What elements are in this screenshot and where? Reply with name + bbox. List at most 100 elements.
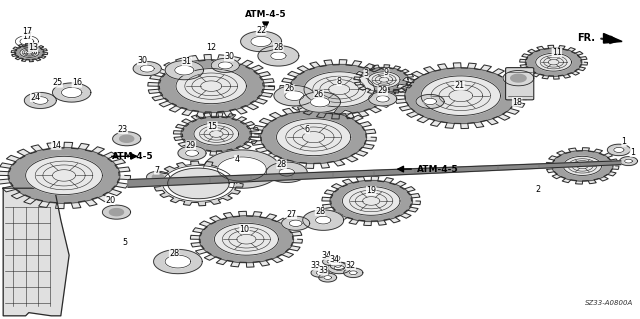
Text: 29: 29 [378, 86, 388, 95]
Text: 32: 32 [346, 261, 356, 270]
Polygon shape [342, 187, 400, 215]
Polygon shape [279, 168, 294, 176]
Polygon shape [300, 92, 340, 112]
Polygon shape [303, 210, 344, 230]
Polygon shape [102, 205, 131, 219]
Polygon shape [344, 268, 363, 278]
Polygon shape [330, 181, 412, 221]
Text: 28: 28 [276, 160, 287, 169]
Polygon shape [421, 76, 500, 115]
Polygon shape [186, 150, 198, 156]
Text: 6: 6 [305, 125, 310, 134]
Polygon shape [319, 273, 337, 282]
Text: 20: 20 [105, 196, 115, 205]
Polygon shape [563, 156, 602, 175]
Text: 9: 9 [384, 68, 389, 77]
Polygon shape [194, 123, 239, 145]
Text: 2: 2 [535, 185, 540, 194]
Text: 34: 34 [321, 251, 332, 260]
Text: 1: 1 [621, 137, 627, 146]
Text: 7: 7 [154, 166, 159, 174]
Text: FR.: FR. [577, 33, 595, 43]
Polygon shape [323, 258, 338, 265]
Polygon shape [330, 262, 346, 270]
Text: 12: 12 [206, 43, 216, 52]
Polygon shape [405, 68, 516, 123]
Text: 17: 17 [22, 32, 32, 41]
FancyBboxPatch shape [506, 68, 534, 100]
Text: 4: 4 [234, 155, 239, 164]
Text: 33: 33 [318, 266, 328, 275]
Polygon shape [251, 36, 271, 47]
Polygon shape [241, 31, 282, 52]
Polygon shape [24, 93, 56, 108]
Polygon shape [218, 62, 232, 69]
Text: 15: 15 [207, 122, 218, 130]
Polygon shape [15, 45, 44, 60]
Text: 14: 14 [51, 141, 61, 150]
Polygon shape [158, 60, 264, 113]
Text: 25: 25 [52, 78, 63, 87]
Polygon shape [525, 48, 582, 76]
Polygon shape [310, 97, 330, 107]
Text: ATM-4-5: ATM-4-5 [112, 152, 154, 161]
Polygon shape [128, 161, 621, 187]
Polygon shape [511, 74, 526, 82]
Polygon shape [604, 33, 622, 43]
Polygon shape [33, 97, 48, 104]
Polygon shape [214, 223, 278, 255]
Polygon shape [266, 162, 307, 182]
Polygon shape [536, 53, 572, 71]
Text: 10: 10 [239, 225, 250, 234]
Polygon shape [620, 157, 637, 166]
Polygon shape [349, 271, 357, 275]
Text: 21: 21 [454, 81, 465, 90]
Polygon shape [354, 65, 414, 95]
Text: 31: 31 [182, 57, 192, 66]
Text: 32: 32 [331, 256, 341, 265]
Polygon shape [322, 176, 420, 226]
Text: 23: 23 [118, 125, 128, 134]
Polygon shape [328, 262, 351, 274]
Polygon shape [0, 142, 131, 209]
Text: 13: 13 [28, 43, 38, 52]
Polygon shape [165, 255, 191, 268]
Polygon shape [148, 55, 275, 118]
Text: ATM-4-5: ATM-4-5 [417, 165, 459, 174]
Polygon shape [368, 72, 400, 88]
Text: 16: 16 [72, 78, 82, 87]
Text: 27: 27 [287, 210, 297, 219]
Polygon shape [61, 87, 82, 98]
Polygon shape [271, 52, 286, 60]
Polygon shape [52, 83, 91, 102]
Text: 33: 33 [310, 261, 321, 270]
Polygon shape [395, 63, 527, 129]
Polygon shape [276, 119, 351, 156]
Text: 30: 30 [224, 52, 234, 61]
Polygon shape [173, 113, 259, 155]
Polygon shape [3, 188, 69, 316]
Polygon shape [369, 92, 397, 106]
Text: SZ33-A0800A: SZ33-A0800A [586, 300, 634, 306]
Text: 26: 26 [284, 84, 294, 93]
Polygon shape [316, 271, 324, 275]
Polygon shape [178, 146, 206, 160]
Polygon shape [26, 156, 102, 195]
Polygon shape [376, 96, 389, 102]
Polygon shape [147, 171, 170, 183]
Polygon shape [335, 264, 341, 267]
Polygon shape [503, 70, 534, 86]
Polygon shape [416, 94, 444, 108]
Text: 30: 30 [137, 56, 147, 65]
Text: 28: 28 [273, 43, 284, 52]
Polygon shape [334, 265, 344, 271]
Polygon shape [20, 48, 39, 57]
Polygon shape [625, 159, 632, 163]
Text: 28: 28 [315, 207, 325, 216]
Text: 17: 17 [22, 27, 32, 36]
Polygon shape [258, 46, 299, 66]
Text: 18: 18 [512, 98, 522, 107]
Text: 11: 11 [552, 48, 562, 57]
Polygon shape [324, 276, 332, 279]
Polygon shape [176, 69, 246, 104]
